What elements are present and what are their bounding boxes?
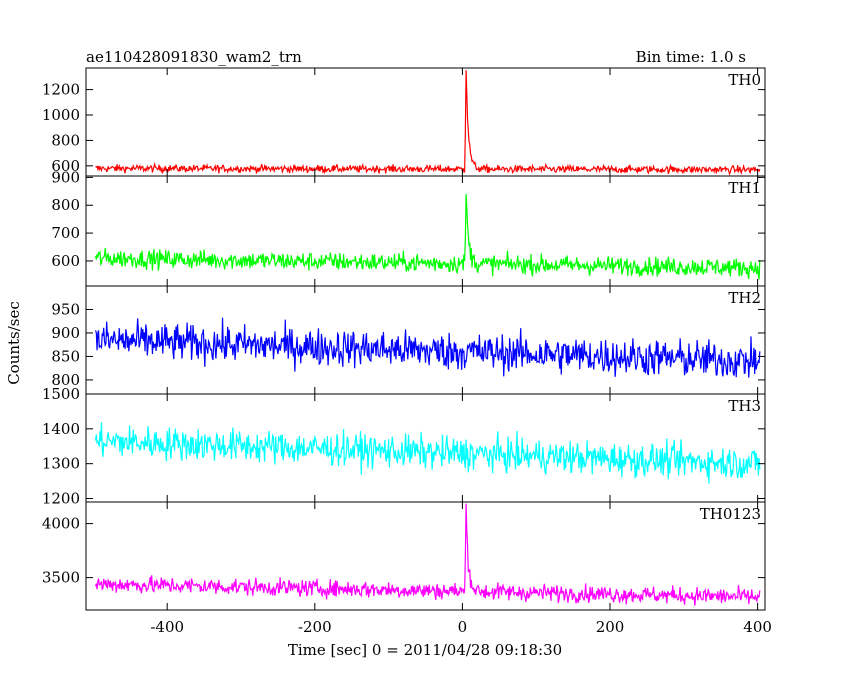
y-tick-label: 850 [51, 347, 80, 365]
y-tick-label: 3500 [42, 569, 80, 587]
y-tick-label: 700 [51, 224, 80, 242]
series-line-th2 [95, 317, 761, 378]
series-line-th3 [94, 422, 761, 484]
y-tick-label: 1000 [42, 106, 80, 124]
series-line-th0123 [95, 503, 761, 606]
x-axis-label: Time [sec] 0 = 2011/04/28 09:18:30 [288, 641, 562, 659]
y-tick-label: 900 [51, 168, 80, 186]
panel-th3: 1200 1300 1400 1500 TH3 [42, 385, 766, 508]
y-tick-label: 1400 [42, 420, 80, 438]
panel-name-label: TH3 [728, 397, 761, 415]
x-tick-label: 400 [743, 618, 772, 636]
y-tick-label: 600 [51, 157, 80, 175]
series-line-th1 [95, 193, 761, 280]
panel-name-label: TH0123 [700, 505, 761, 523]
panel-th1: 600 700 800 900 TH1 [51, 168, 766, 287]
x-tick-label: -200 [298, 618, 332, 636]
y-tick-label: 600 [51, 252, 80, 270]
panel-frame [85, 175, 766, 287]
y-tick-label: 900 [51, 324, 80, 342]
y-tick-label: 4000 [42, 515, 80, 533]
y-tick-label: 950 [51, 300, 80, 318]
panel-th2: 800 850 900 950 TH2 [51, 285, 766, 395]
panel-frame [85, 393, 766, 503]
y-tick-label: 800 [51, 131, 80, 149]
panel-th0: 600 800 1000 1200 TH0 [42, 67, 766, 177]
panel-th0123: 3500 4000 TH0123 [42, 501, 766, 611]
panels: 600 800 1000 1200 TH0 600 700 800 900 TH1 800 850 90… [42, 67, 766, 611]
panel-frame [85, 67, 766, 177]
panel-frame [85, 501, 766, 611]
y-tick-label: 1300 [42, 455, 80, 473]
x-axis: -400 -200 0 200 400 [150, 618, 772, 636]
bin-time-label: Bin time: 1.0 s [636, 48, 746, 66]
y-tick-label: 800 [51, 371, 80, 389]
chart-title: ae110428091830_wam2_trn [86, 48, 302, 66]
y-axis-label: Counts/sec [5, 301, 23, 385]
x-tick-label: 0 [458, 618, 468, 636]
y-tick-label: 1200 [42, 490, 80, 508]
y-tick-label: 800 [51, 196, 80, 214]
series-line-th0 [95, 70, 761, 176]
panel-name-label: TH0 [728, 71, 761, 89]
panel-name-label: TH1 [728, 179, 761, 197]
y-tick-label: 1500 [42, 385, 80, 403]
y-tick-label: 1200 [42, 81, 80, 99]
x-tick-label: 200 [596, 618, 625, 636]
x-tick-label: -400 [150, 618, 184, 636]
panel-name-label: TH2 [728, 289, 761, 307]
